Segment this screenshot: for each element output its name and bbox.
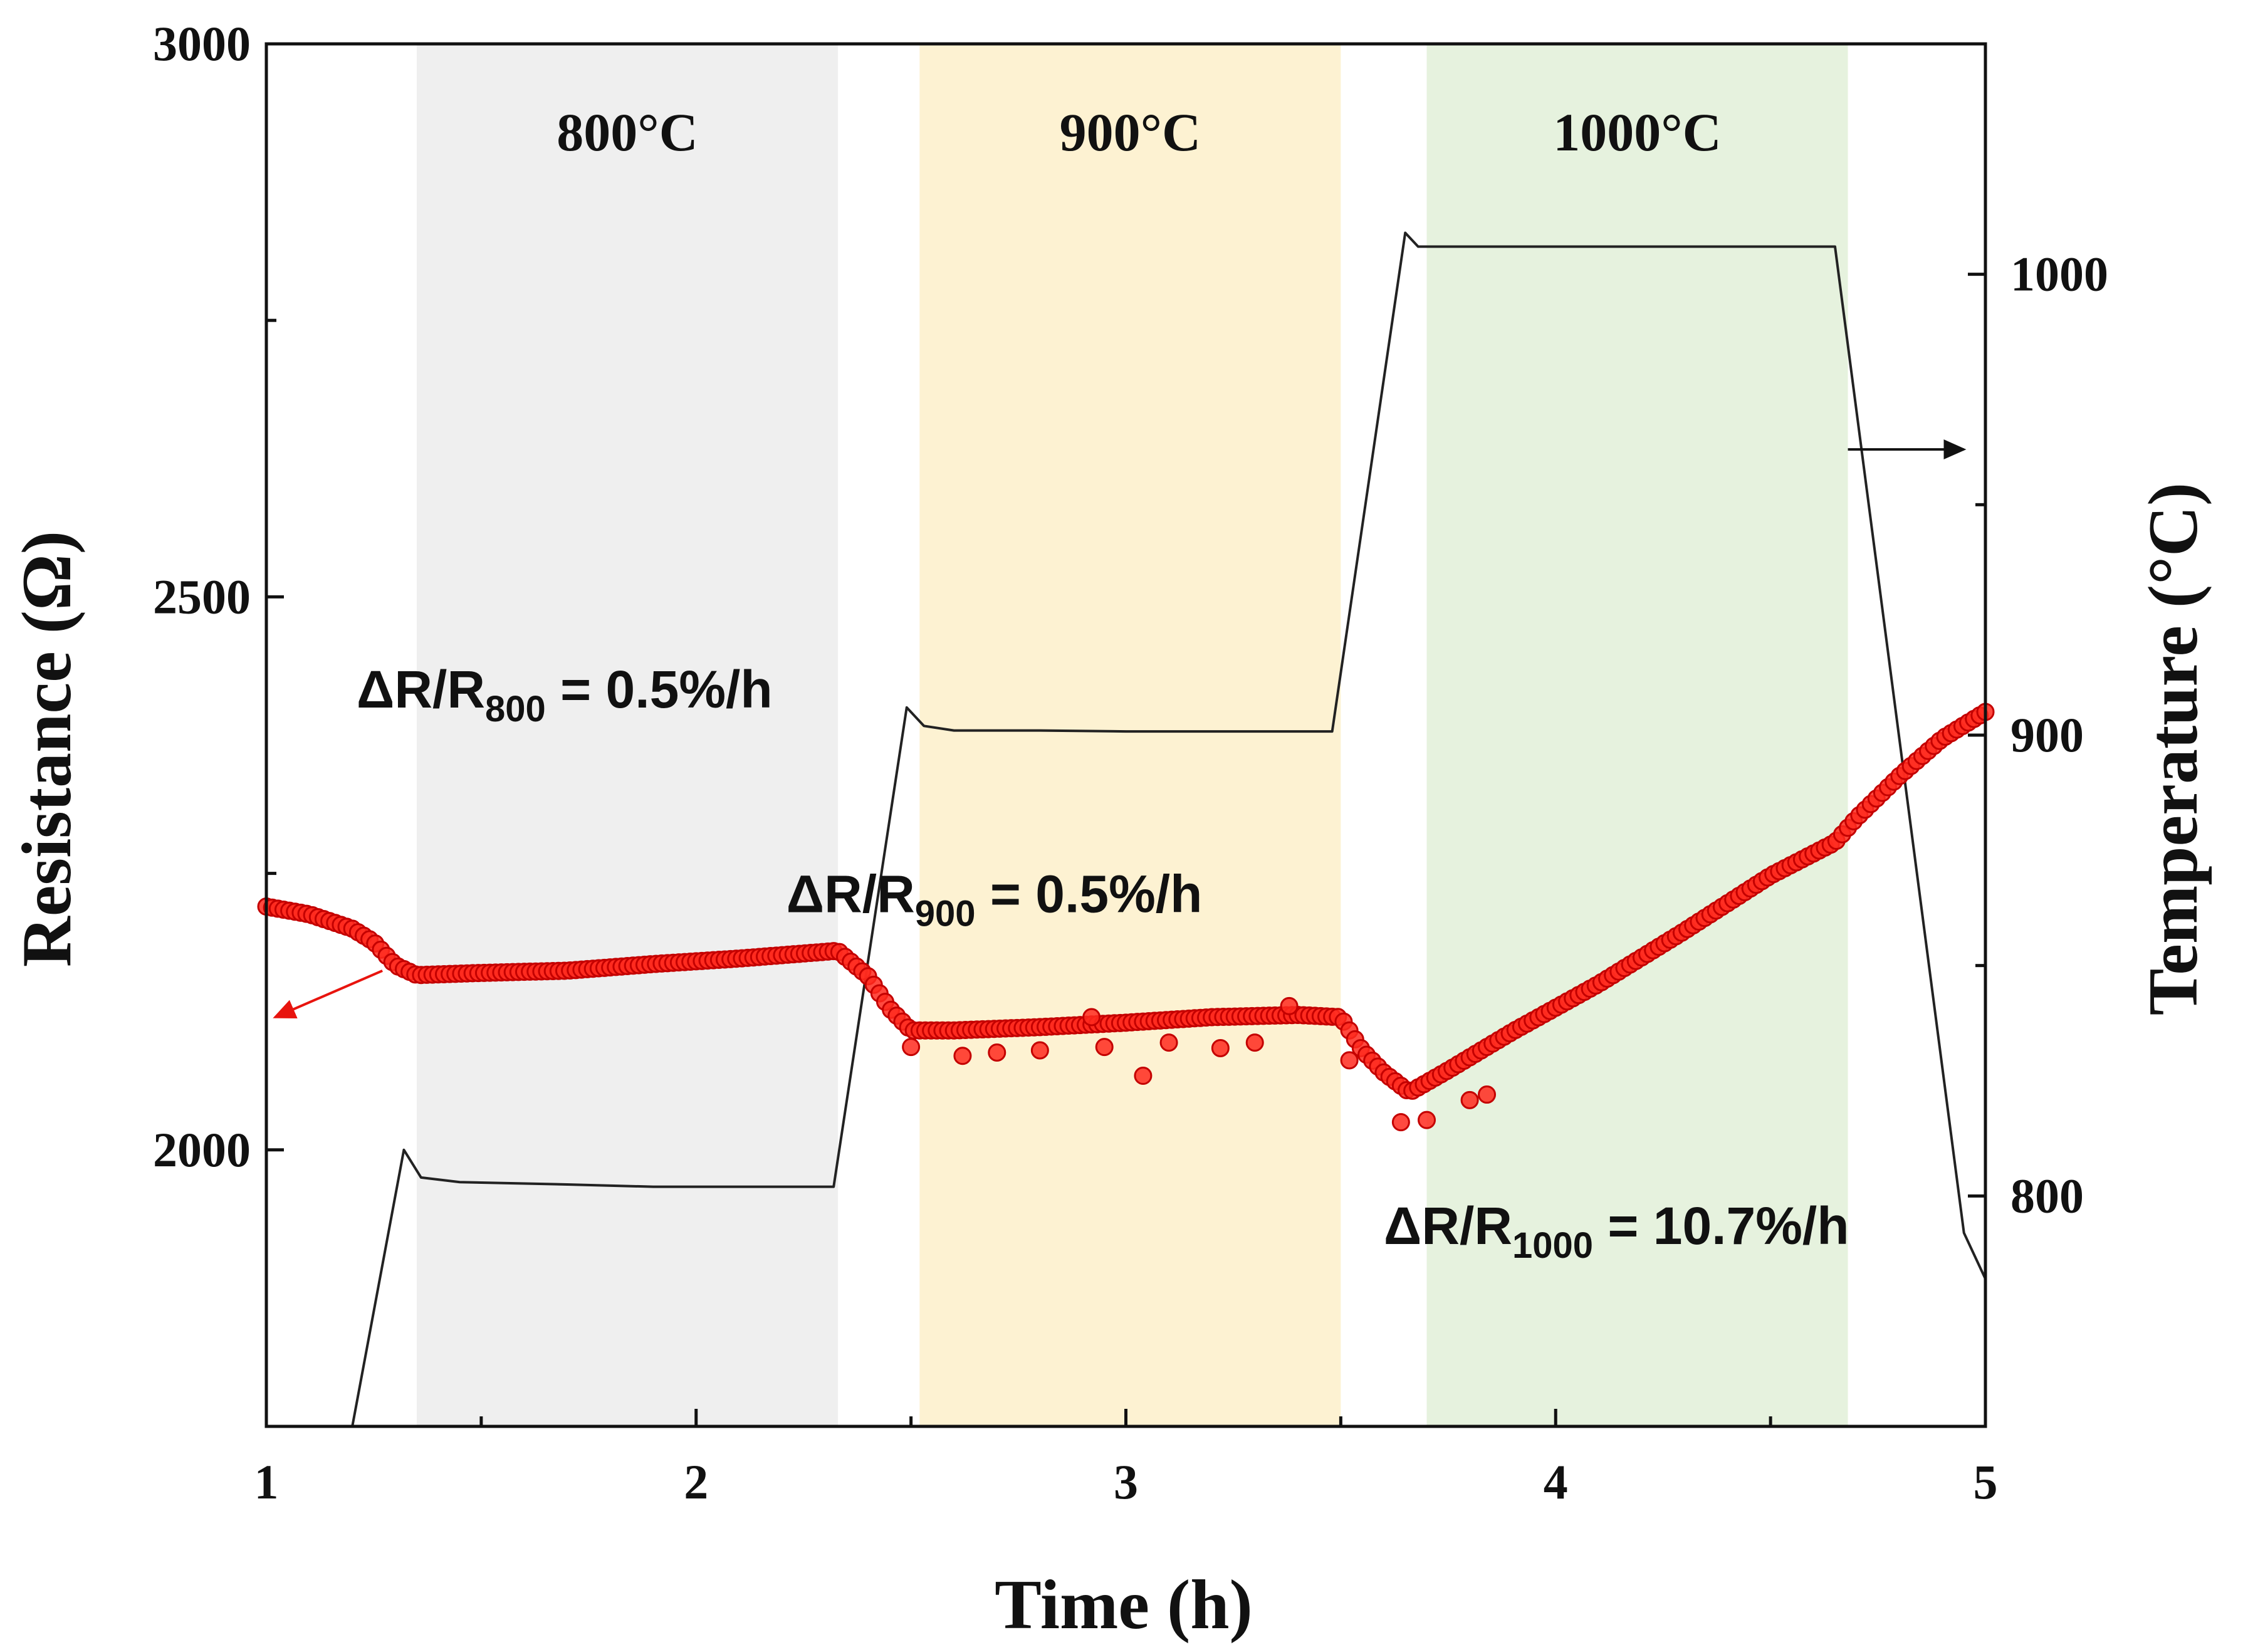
band-label-1: 900°C bbox=[1060, 102, 1201, 162]
band-2 bbox=[1426, 44, 1848, 1426]
annotations: ΔR/R800 = 0.5%/hΔR/R900 = 0.5%/hΔR/R1000… bbox=[357, 660, 1849, 1266]
band-1 bbox=[919, 44, 1341, 1426]
resistance-outlier bbox=[1082, 1008, 1101, 1027]
annotation-value: = 10.7%/h bbox=[1593, 1196, 1849, 1255]
band-labels: 800°C 900°C 1000°C bbox=[557, 102, 1722, 162]
resistance-outlier bbox=[1245, 1033, 1264, 1052]
annotation-value: = 0.5%/h bbox=[546, 660, 773, 719]
drift-annotation-2: ΔR/R1000 = 10.7%/h bbox=[1384, 1196, 1849, 1266]
annotation-main: ΔR/R bbox=[787, 864, 915, 923]
resistance-outlier bbox=[1211, 1038, 1230, 1057]
annotation-main: ΔR/R bbox=[357, 660, 485, 719]
resistance-outlier bbox=[1159, 1033, 1178, 1052]
band-label-2: 1000°C bbox=[1553, 102, 1722, 162]
x-axis-title: Time (h) bbox=[995, 1566, 1253, 1644]
y-tick-label: 3000 bbox=[153, 16, 251, 71]
drift-annotation-0: ΔR/R800 = 0.5%/h bbox=[357, 660, 773, 729]
resistance-outlier bbox=[1478, 1085, 1497, 1104]
resistance-outlier bbox=[1418, 1111, 1436, 1129]
x-tick-label: 3 bbox=[1114, 1455, 1138, 1509]
resistance-outlier bbox=[1095, 1038, 1114, 1057]
resistance-outlier bbox=[1340, 1051, 1359, 1070]
band-label-0: 800°C bbox=[557, 102, 698, 162]
annotation-value: = 0.5%/h bbox=[976, 864, 1203, 923]
y2-tick-label: 1000 bbox=[2010, 247, 2108, 301]
y-tick-label: 2500 bbox=[153, 569, 251, 624]
resistance-series bbox=[257, 703, 1995, 1132]
arrows bbox=[273, 439, 1967, 1018]
resistance-outlier bbox=[953, 1047, 972, 1065]
x-tick-label: 5 bbox=[1974, 1455, 1998, 1509]
resistance-outlier bbox=[902, 1038, 921, 1057]
y2-tick-label: 900 bbox=[2010, 708, 2084, 762]
resistance-axis-arrow bbox=[273, 970, 383, 1018]
resistance-outlier bbox=[1391, 1113, 1410, 1132]
resistance-outlier bbox=[1030, 1041, 1049, 1060]
temperature-line bbox=[351, 231, 1987, 1427]
resistance-outlier bbox=[1460, 1090, 1479, 1109]
ticks: 1 2 3 4 5 2000 2500 3000 800 900 1000 bbox=[153, 16, 2108, 1509]
y-tick-label: 2000 bbox=[153, 1122, 251, 1177]
resistance-outlier bbox=[1134, 1067, 1153, 1085]
annotation-main: ΔR/R bbox=[1384, 1196, 1512, 1255]
resistance-outlier bbox=[1280, 996, 1299, 1015]
y2-tick-label: 800 bbox=[2010, 1168, 2084, 1223]
x-tick-label: 1 bbox=[254, 1455, 279, 1509]
y2-axis-title: Temperature (°C) bbox=[2135, 483, 2212, 1015]
annotation-subscript: 1000 bbox=[1512, 1225, 1593, 1266]
annotation-subscript: 900 bbox=[915, 893, 976, 934]
y-axis-title: Resistance (Ω) bbox=[8, 531, 86, 967]
drift-annotation-1: ΔR/R900 = 0.5%/h bbox=[787, 864, 1203, 934]
x-tick-label: 4 bbox=[1544, 1455, 1568, 1509]
band-0 bbox=[417, 44, 839, 1426]
temperature-bands bbox=[417, 44, 1848, 1426]
annotation-subscript: 800 bbox=[485, 689, 546, 729]
temperature-series bbox=[351, 231, 1987, 1427]
resistance-outlier bbox=[988, 1043, 1006, 1062]
x-tick-label: 2 bbox=[684, 1455, 708, 1509]
